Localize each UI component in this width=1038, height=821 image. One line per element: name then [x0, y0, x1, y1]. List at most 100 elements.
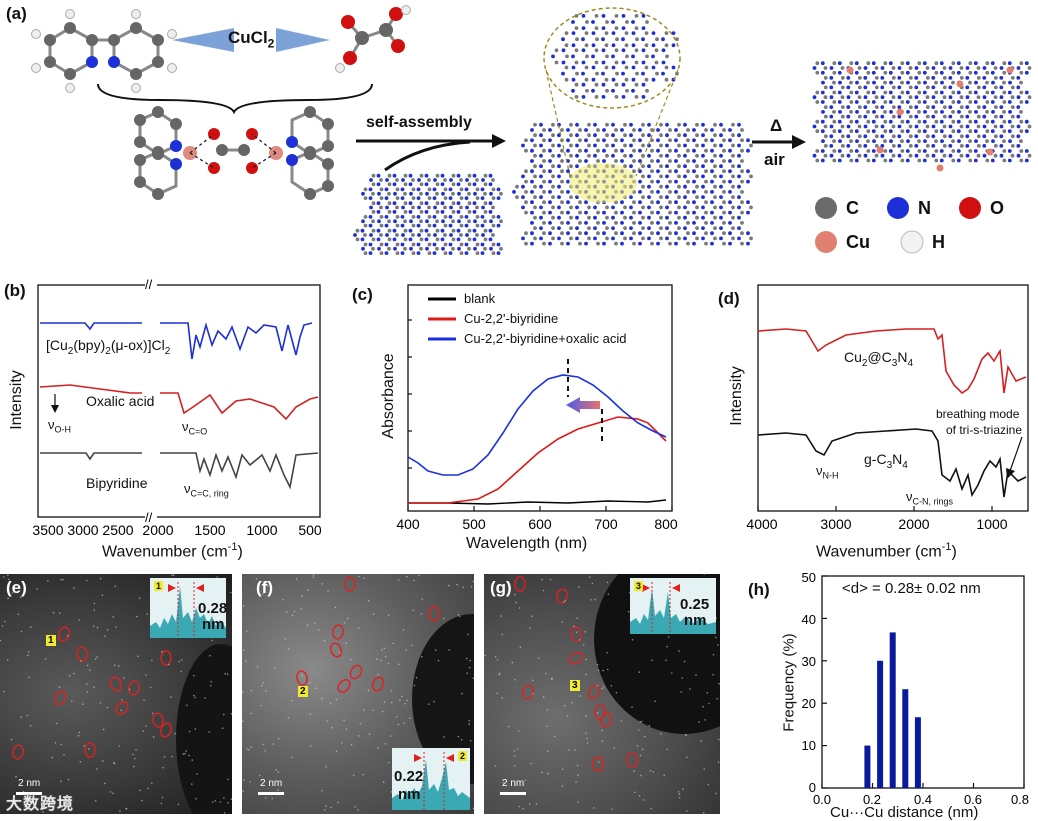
stem-e-inset-marker: 1 — [154, 581, 163, 591]
heptazine-unit — [361, 215, 375, 228]
cu-pair-marker — [332, 624, 344, 640]
heptazine-unit — [473, 243, 487, 255]
cu-dimer-atom — [847, 67, 854, 74]
chart-c-ticks — [408, 320, 672, 511]
heptazine-unit — [683, 138, 699, 152]
heptazine-unit — [530, 185, 546, 199]
panel-d: (d) 4000 3000 2000 1000 Intensity Wavenu… — [706, 275, 1038, 565]
heptazine-unit — [530, 123, 546, 137]
cu-pair-marker — [567, 650, 584, 666]
heptazine-unit — [548, 216, 564, 230]
watermark: 大数跨境 — [6, 790, 74, 814]
chart-h: 0 10 20 30 40 50 0.0 0.2 0.4 0.6 0.8 — [730, 570, 1038, 821]
chart-d-xtick-2000: 2000 — [898, 516, 929, 532]
heptazine-unit — [647, 231, 663, 245]
heptazine-unit — [728, 185, 744, 199]
heptazine-unit — [539, 231, 555, 245]
chart-b-xtick-3000: 3000 — [67, 522, 98, 538]
chart-h-ytick-10: 10 — [802, 738, 816, 753]
heptazine-unit — [481, 201, 495, 214]
reagent-label: CuCl2 — [228, 28, 274, 50]
series-cu-bpy-line — [408, 417, 666, 503]
heptazine-unit — [665, 169, 681, 183]
cu-pair-marker — [336, 677, 353, 694]
chart-c-ylabel: Absorbance — [380, 351, 398, 441]
stem-g-unit: nm — [684, 612, 707, 629]
annotation-nh: νN-H — [816, 463, 839, 481]
heptazine-unit — [548, 185, 564, 199]
chart-d-xtick-1000: 1000 — [976, 516, 1007, 532]
series-cu2c3n4-label: Cu2@C3N4 — [844, 349, 913, 369]
heptazine-unit — [385, 174, 399, 186]
heptazine-unit — [629, 138, 645, 152]
stem-g-inset: 3 0.25 nm — [630, 578, 716, 634]
chart-d-xtick-3000: 3000 — [820, 516, 851, 532]
heptazine-unit — [674, 185, 690, 199]
panel-b: (b) // // 3500 3000 2500 2000 1500 1000 … — [0, 275, 330, 565]
stem-f-inset-marker: 2 — [458, 751, 467, 761]
panel-c: (c) 400 500 600 700 800 — [348, 275, 688, 565]
heptazine-unit — [638, 123, 654, 137]
legend-n-atom — [887, 197, 909, 219]
cu-dimer-atom — [937, 165, 944, 172]
stem-f-marker: 2 — [298, 686, 308, 697]
legend-n-text: N — [918, 198, 931, 219]
chart-b-xtick-3500: 3500 — [32, 522, 63, 538]
heptazine-unit — [401, 174, 415, 186]
heptazine-unit — [557, 231, 573, 245]
heptazine-unit — [481, 174, 495, 186]
heptazine-unit — [465, 229, 479, 242]
chart-c-xtick-800: 800 — [654, 516, 678, 532]
heptazine-unit — [683, 169, 699, 183]
heptazine-unit — [728, 123, 744, 137]
heptazine-unit — [620, 216, 636, 230]
series-bipyridine-label: Bipyridine — [86, 475, 147, 491]
heptazine-unit — [737, 231, 753, 245]
heptazine-unit — [710, 185, 726, 199]
chart-h-xtick-0.8: 0.8 — [1011, 792, 1029, 807]
heptazine-unit — [401, 201, 415, 214]
annotation-co: νC=O — [182, 419, 207, 437]
cu-pair-marker — [594, 704, 606, 720]
heptazine-unit — [433, 174, 447, 186]
cu-pair-marker — [626, 752, 638, 768]
reagent-main: CuCl — [228, 28, 268, 47]
cu-pair-marker — [521, 684, 535, 701]
heptazine-unit — [602, 123, 618, 137]
legend-blank-text: blank — [464, 291, 495, 306]
heptazine-unit — [710, 123, 726, 137]
heptazine-unit — [473, 215, 487, 228]
chart-c-xtick-500: 500 — [462, 516, 486, 532]
chart-b-xtick-2500: 2500 — [102, 522, 133, 538]
heptazine-unit — [584, 123, 600, 137]
heptazine-unit — [719, 169, 735, 183]
chart-h-ytick-50: 50 — [802, 570, 816, 585]
frequency-bar-4 — [902, 689, 908, 788]
right-wedge — [276, 28, 330, 52]
heptazine-unit — [369, 174, 383, 186]
chart-b-ylabel: Intensity — [8, 365, 26, 435]
heptazine-unit — [665, 138, 681, 152]
heptazine-unit — [692, 123, 708, 137]
heptazine-unit — [393, 243, 407, 255]
chart-d-ticks — [758, 506, 992, 511]
stem-e-marker: 1 — [46, 635, 56, 646]
heptazine-unit — [656, 216, 672, 230]
heptazine-unit — [674, 216, 690, 230]
frequency-bar-5 — [915, 717, 921, 788]
heptazine-unit — [737, 200, 753, 214]
heptazine-unit — [638, 185, 654, 199]
heptazine-unit — [719, 200, 735, 214]
annotation-cn: νC-N, rings — [906, 489, 953, 507]
cu-pair-marker — [296, 670, 308, 686]
heptazine-unit — [719, 138, 735, 152]
heptazine-unit — [566, 123, 582, 137]
cu-pair-marker — [586, 683, 602, 700]
heptazine-unit — [575, 231, 591, 245]
chart-b-xlabel: Wavenumber (cm-1) — [102, 541, 243, 561]
heptazine-unit — [449, 201, 463, 214]
heptazine-unit — [674, 154, 690, 168]
heptazine-unit — [593, 138, 609, 152]
heptazine-unit — [647, 169, 663, 183]
heptazine-unit — [385, 201, 399, 214]
